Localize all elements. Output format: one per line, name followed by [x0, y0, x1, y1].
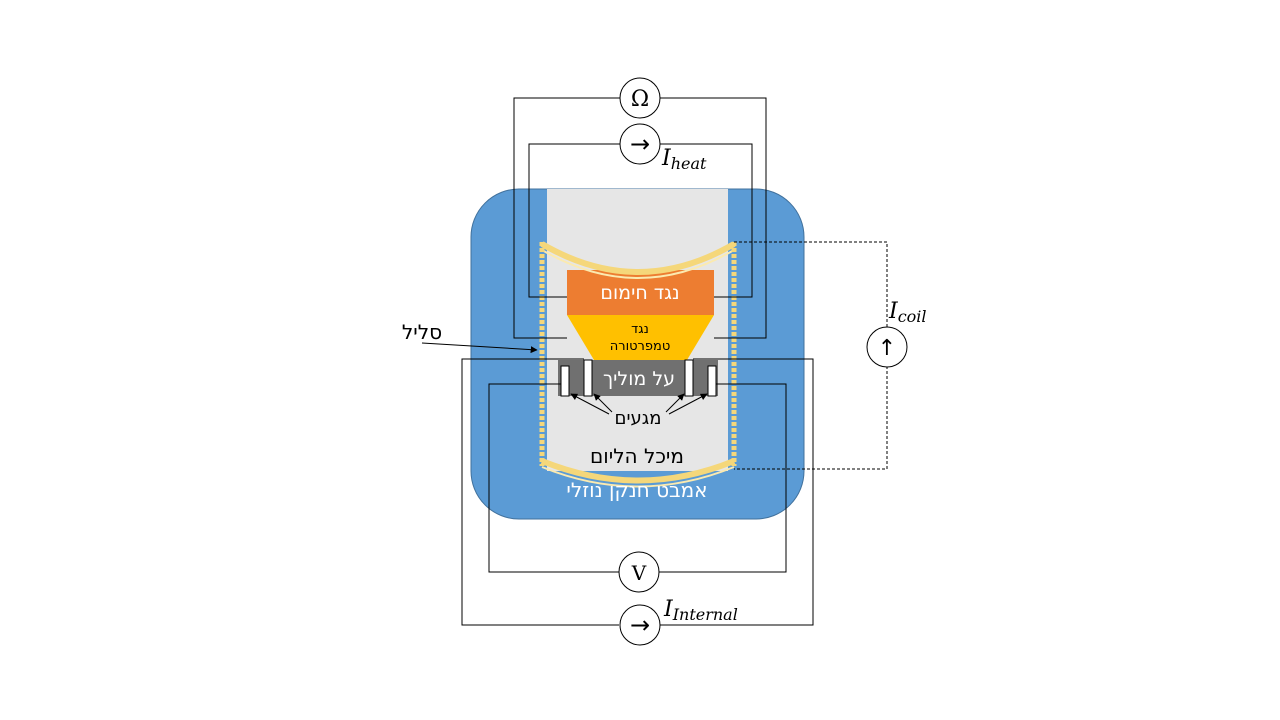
internal-current-subscript: Internal [672, 605, 738, 624]
voltmeter: V [618, 551, 660, 593]
contact-1 [560, 365, 570, 397]
internal-current-symbol: I [663, 597, 674, 622]
heater-label: נגד חימום [600, 282, 679, 304]
internal-current-label: IInternal [663, 597, 738, 624]
heater-circuit [513, 97, 767, 339]
ohmmeter: Ω [619, 77, 661, 119]
coil-circuit [734, 241, 888, 470]
ohmmeter-symbol: Ω [631, 87, 649, 112]
coil-current-subscript: coil [898, 307, 927, 326]
temp-sensor-label-line1: נגד [631, 322, 649, 337]
helium-container-label: מיכל הליום [590, 444, 684, 468]
temp-sensor-label-line2: טמפרטורה [610, 339, 671, 354]
pointer-arrows [421, 342, 708, 415]
coil-source-arrow-icon: ↑ [878, 336, 896, 361]
voltmeter-symbol: V [631, 561, 647, 585]
internal-circuit [461, 358, 814, 626]
coil-label: סליל [402, 320, 442, 344]
heat-current-subscript: heat [671, 154, 707, 173]
heat-current-source: → [619, 123, 661, 165]
contact-2 [583, 359, 593, 397]
contact-4 [707, 365, 717, 397]
temp-sensor [567, 315, 714, 360]
coil-current-symbol: I [888, 299, 899, 324]
heat-current-symbol: I [661, 146, 672, 171]
heat-source-arrow-icon: → [630, 130, 650, 158]
nitrogen-bath-label: אמבט חנקן נוזלי [566, 478, 707, 502]
contacts-label: מגעים [615, 408, 662, 429]
internal-source-arrow-icon: → [630, 611, 650, 639]
contact-3 [684, 359, 694, 397]
heat-current-label: Iheat [661, 146, 707, 173]
coil [539, 241, 737, 488]
coil-current-label: Icoil [888, 299, 927, 326]
internal-current-source: → [619, 604, 661, 646]
superconductor-label: על מוליך [603, 368, 675, 390]
coil-current-source: ↑ [866, 326, 908, 368]
